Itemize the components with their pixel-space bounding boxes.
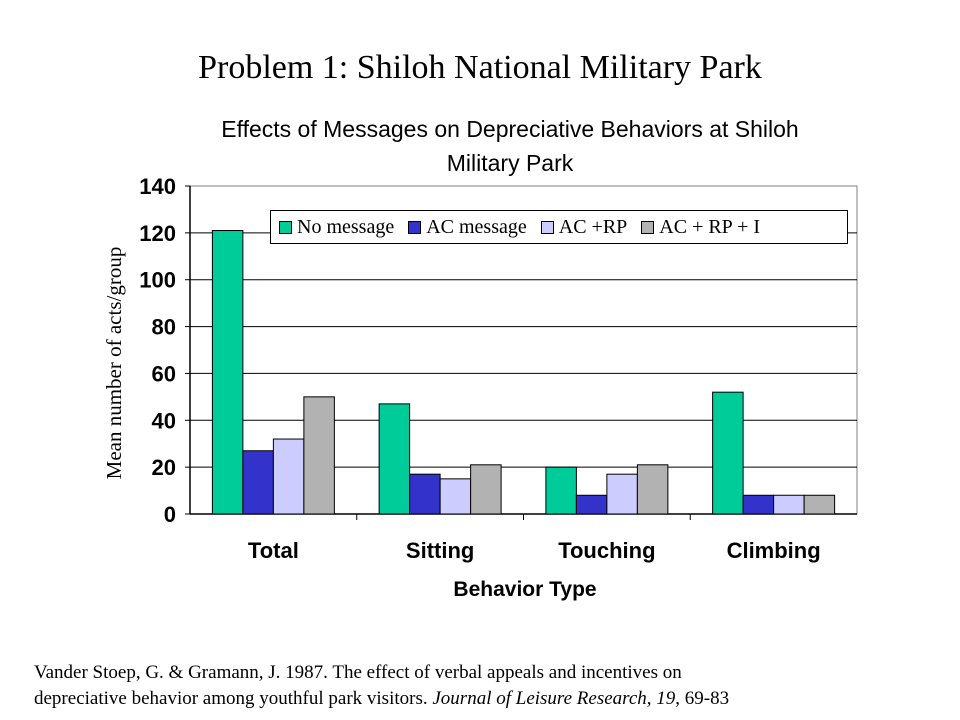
legend-label-ac-rp: AC +RP [558,215,628,238]
bar [272,438,305,515]
legend-label-ac-message: AC message [426,215,527,238]
legend-label-ac-rp-i: AC + RP + I [659,215,761,238]
slide-title: Problem 1: Shiloh National Military Park [198,49,762,86]
bar [803,494,836,515]
x-tick-label: Total [248,538,299,563]
bar [470,464,502,515]
citation-line-1: Vander Stoep, G. & Gramann, J. 1987. The… [34,662,682,683]
legend-item-ac-message: AC message [408,216,527,239]
legend-swatch-ac-rp-i [641,220,655,234]
bar [439,478,472,515]
chart-title: Effects of Messages on Depreciative Beha… [130,112,890,180]
bar [773,494,805,515]
y-tick-label: 40 [152,408,176,433]
y-tick-label: 100 [139,268,176,293]
y-tick-label: 20 [152,455,176,480]
bar [409,473,441,515]
legend-swatch-ac-rp [540,220,554,234]
legend-label-no-message: No message [297,215,395,238]
bar [712,391,744,515]
bar [606,473,638,515]
bar [742,494,775,515]
citation-text: depreciative behavior among youthful par… [34,688,433,709]
bar [575,494,608,515]
bar [378,403,411,515]
y-axis-label: Mean number of acts/group [102,246,126,480]
x-tick-label: Sitting [406,538,474,563]
y-tick-label: 140 [139,174,176,199]
legend-item-ac-rp-i: AC + RP + I [641,216,760,239]
x-axis-label: Behavior Type [453,578,597,601]
y-tick-label: 60 [152,361,176,386]
citation-line-2: depreciative behavior among youthful par… [34,686,934,712]
bar [636,464,669,515]
bar [303,396,335,515]
x-tick-label: Climbing [727,538,821,563]
y-tick-label: 80 [152,315,176,340]
bar [242,450,274,515]
y-tick-label: 120 [139,221,176,246]
y-tick-label: 0 [164,502,176,527]
chart-title-line-1: Effects of Messages on Depreciative Beha… [221,116,799,142]
bar [211,230,244,515]
legend-item-ac-rp: AC +RP [540,215,628,239]
citation-pages: , 69-83 [675,688,730,709]
legend-swatch-no-message [279,220,292,234]
citation-journal: Journal of Leisure Research, 19 [432,688,676,709]
citation: Vander Stoep, G. & Gramann, J. 1987. The… [34,660,934,712]
bar [545,466,577,515]
chart-title-line-2: Military Park [446,150,574,176]
x-tick-label: Touching [558,538,655,563]
legend-item-no-message: No message [279,216,394,239]
legend-swatch-ac-message [408,220,422,234]
chart-legend: No message AC message AC +RP AC + RP + I [270,210,848,244]
